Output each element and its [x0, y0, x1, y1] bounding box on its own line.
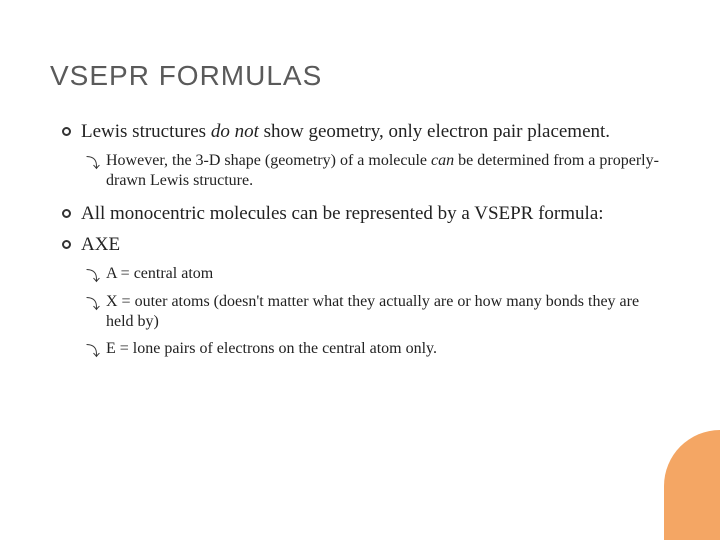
bullet-text: Lewis structures do not show geometry, o… [81, 120, 610, 145]
donut-bullet-icon [62, 240, 71, 249]
content-area: Lewis structures do not show geometry, o… [50, 120, 670, 361]
bullet-text: All monocentric molecules can be represe… [81, 202, 604, 227]
bullet-level2: ⤵ X = outer atoms (doesn't matter what t… [86, 292, 670, 334]
bullet-level1: Lewis structures do not show geometry, o… [62, 120, 670, 145]
slide-title: VSEPR FORMULAS [50, 60, 670, 92]
bullet-level2: ⤵ E = lone pairs of electrons on the cen… [86, 339, 670, 361]
bullet-text: A = central atom [106, 264, 213, 285]
italic-text: can [431, 152, 454, 169]
bullet-text: E = lone pairs of electrons on the centr… [106, 339, 437, 360]
text-fragment: However, the 3-D shape (geometry) of a m… [106, 152, 431, 169]
italic-text: do not [211, 121, 259, 142]
script-bullet-icon: ⤵ [86, 153, 100, 173]
text-fragment: Lewis structures [81, 121, 211, 142]
bullet-level1: All monocentric molecules can be represe… [62, 202, 670, 227]
script-bullet-icon: ⤵ [86, 341, 100, 361]
donut-bullet-icon [62, 127, 71, 136]
bullet-text: AXE [81, 233, 120, 258]
script-bullet-icon: ⤵ [86, 294, 100, 314]
script-bullet-icon: ⤵ [86, 266, 100, 286]
bullet-level2: ⤵ However, the 3-D shape (geometry) of a… [86, 151, 670, 193]
donut-bullet-icon [62, 209, 71, 218]
text-fragment: show geometry, only electron pair placem… [259, 121, 610, 142]
decorative-corner [664, 430, 720, 540]
sub-bullet-container: ⤵ A = central atom ⤵ X = outer atoms (do… [62, 264, 670, 362]
bullet-text: X = outer atoms (doesn't matter what the… [106, 292, 670, 334]
bullet-level1: AXE [62, 233, 670, 258]
bullet-text: However, the 3-D shape (geometry) of a m… [106, 151, 670, 193]
sub-bullet-container: ⤵ However, the 3-D shape (geometry) of a… [62, 151, 670, 193]
slide-container: VSEPR FORMULAS Lewis structures do not s… [0, 0, 720, 540]
bullet-level2: ⤵ A = central atom [86, 264, 670, 286]
